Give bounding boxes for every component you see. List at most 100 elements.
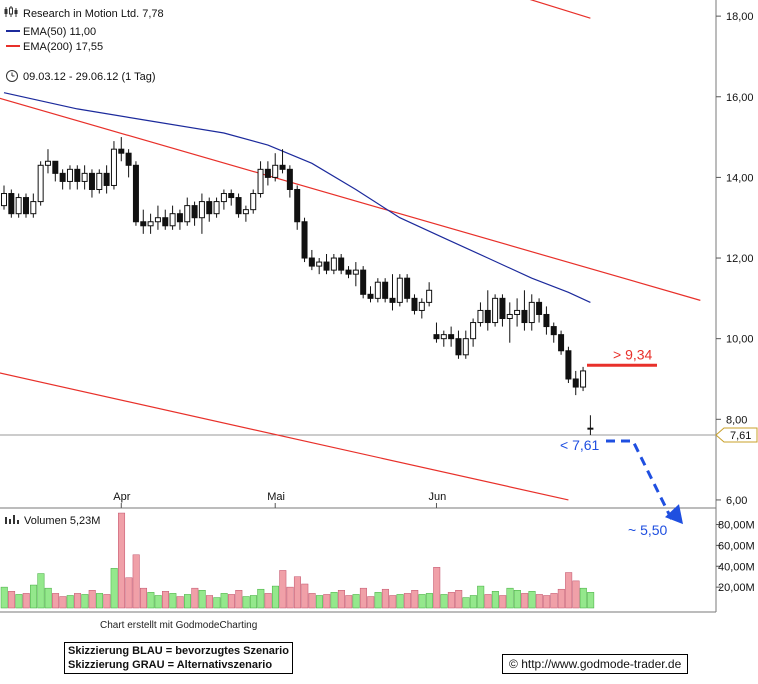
volume-bar xyxy=(389,595,397,609)
candle-body xyxy=(440,334,447,340)
candle-body xyxy=(220,193,227,203)
candle-body xyxy=(352,269,359,275)
volume-bar xyxy=(425,593,433,609)
bar-chart-icon xyxy=(5,515,19,524)
candle xyxy=(426,282,433,307)
candle-body xyxy=(550,326,557,336)
candle xyxy=(367,286,374,303)
candle xyxy=(396,274,403,307)
channel-line-top-fragment xyxy=(529,0,591,19)
ema50-legend-label: EMA(50) 11,00 xyxy=(23,26,96,38)
candle xyxy=(140,209,147,234)
volume-tick-label: 60,00M xyxy=(718,540,755,552)
candle-body xyxy=(308,257,315,267)
candle xyxy=(272,153,279,182)
candle xyxy=(294,185,301,230)
candle-body xyxy=(330,257,337,271)
volume-bar xyxy=(352,594,360,609)
candle-body xyxy=(228,193,235,199)
candlestick-series xyxy=(1,137,594,436)
channel-line-upper xyxy=(0,97,701,301)
source-link-box[interactable]: © http://www.godmode-trader.de xyxy=(502,654,689,674)
candle xyxy=(206,197,213,222)
volume-bar xyxy=(191,587,199,609)
volume-bar xyxy=(81,594,89,609)
scenario-legend-blue: Skizzierung BLAU = bevorzugtes Szenario xyxy=(68,645,289,657)
volume-bar xyxy=(565,572,573,609)
volume-bar xyxy=(484,594,492,609)
support-label: < 7,61 xyxy=(560,437,600,453)
last-price-label: 7,61 xyxy=(730,430,751,442)
candle-body xyxy=(389,297,396,303)
volume-bar xyxy=(154,595,162,609)
candle xyxy=(492,294,499,327)
candle xyxy=(169,205,176,230)
candle xyxy=(514,298,521,327)
candle xyxy=(587,415,594,436)
price-tick-label: 12,00 xyxy=(726,253,754,265)
candle xyxy=(52,160,59,182)
volume-bar xyxy=(528,591,536,609)
volume-bar xyxy=(44,587,52,609)
volume-bar xyxy=(52,593,60,609)
volume-bar xyxy=(8,591,16,609)
source-url[interactable]: http://www.godmode-trader.de xyxy=(521,657,682,671)
candle-body xyxy=(1,193,7,207)
candle-body xyxy=(316,261,323,267)
volume-bar xyxy=(213,597,221,609)
candle xyxy=(235,193,242,218)
candle-body xyxy=(96,172,103,190)
candle xyxy=(257,161,264,198)
candle-body xyxy=(8,193,15,215)
candle xyxy=(536,298,543,323)
candle xyxy=(59,169,66,190)
candle-body xyxy=(528,301,535,324)
candle xyxy=(132,161,139,226)
volume-bar xyxy=(132,554,140,609)
candle xyxy=(301,217,308,263)
volume-bar xyxy=(220,593,228,609)
candle xyxy=(521,290,528,331)
volume-bar xyxy=(0,586,8,609)
candle-body xyxy=(484,309,491,324)
price-tick-label: 16,00 xyxy=(726,92,754,104)
candle xyxy=(543,306,550,335)
candle xyxy=(74,165,81,190)
price-axis-ticks: 18,00 16,00 14,00 12,00 10,00 8,00 6,00 7,61 xyxy=(0,11,758,507)
price-tick-label: 18,00 xyxy=(726,11,754,23)
scenario-arrow-head xyxy=(665,504,683,525)
volume-bar xyxy=(162,591,170,609)
candle xyxy=(316,258,323,275)
month-label: Apr xyxy=(113,491,130,503)
candle-body xyxy=(147,221,154,227)
last-price-marker xyxy=(715,427,758,443)
volume-bar xyxy=(337,590,345,609)
candle xyxy=(389,274,396,311)
candle-body xyxy=(448,334,455,340)
chart-credit: Chart erstellt mit GodmodeCharting xyxy=(100,620,258,631)
candle-body xyxy=(374,281,381,299)
volume-bar xyxy=(279,570,287,609)
candle-body xyxy=(433,334,440,340)
candle xyxy=(418,298,425,319)
candle xyxy=(242,205,249,222)
candle-body xyxy=(213,201,220,215)
candle-body xyxy=(132,164,139,223)
volume-bar xyxy=(286,586,294,609)
volume-bar xyxy=(367,596,375,609)
volume-bar xyxy=(301,583,309,609)
candle-body xyxy=(110,148,117,186)
candle-body xyxy=(580,370,587,388)
scenario-annotations: > 9,34 < 7,61 ~ 5,50 xyxy=(560,346,683,538)
volume-panel: Volumen 5,23M 80,00M 60,00M 40,00M 20,00M xyxy=(0,512,755,609)
volume-bar xyxy=(513,590,521,609)
candle xyxy=(558,330,565,355)
volume-bar xyxy=(506,587,514,609)
volume-bar xyxy=(572,580,580,609)
candle-body xyxy=(140,221,147,227)
candle-body xyxy=(103,172,110,186)
volume-bar xyxy=(315,595,323,609)
volume-bar xyxy=(447,592,455,609)
candle xyxy=(462,330,469,359)
